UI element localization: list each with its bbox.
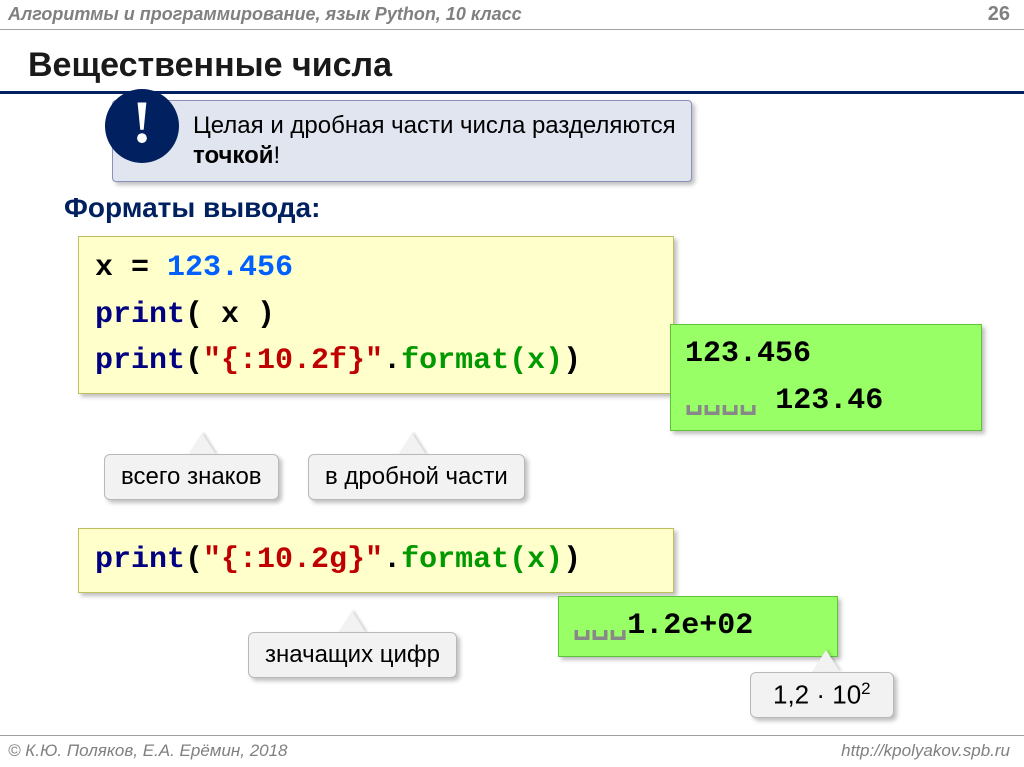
exclamation-icon: ! [105, 89, 179, 163]
callout-text: Целая и дробная части числа разделяются … [193, 111, 677, 171]
info-callout: ! Целая и дробная части числа разделяютс… [112, 100, 692, 182]
code-format: format(x) [401, 543, 563, 577]
code-print: print [95, 298, 185, 332]
code-block-1: x = 123.456 print( x ) print("{:10.2f}".… [78, 236, 674, 394]
label-significant: значащих цифр [248, 632, 457, 678]
slide-title: Вещественные числа [0, 30, 1024, 94]
code-string: "{:10.2f}" [203, 344, 383, 378]
code-paren: ) [563, 344, 581, 378]
section-subhead: Форматы вывода: [64, 192, 320, 224]
code-print: print [95, 344, 185, 378]
code-format: format(x) [401, 344, 563, 378]
callout-tail: ! [274, 142, 281, 169]
callout-line1: Целая и дробная части числа разделяются [193, 112, 676, 139]
speech-tail-icon [338, 611, 366, 633]
code-args: ( x ) [185, 298, 275, 332]
slide-footer: © К.Ю. Поляков, Е.А. Ерёмин, 2018 http:/… [0, 735, 1024, 767]
slide-header: Алгоритмы и программирование, язык Pytho… [0, 0, 1024, 30]
code-paren: ( [185, 543, 203, 577]
sci-exponent: 2 [861, 679, 870, 698]
label-total-chars: всего знаков [104, 454, 279, 500]
label-scientific: 1,2 · 102 [750, 672, 894, 718]
code-print: print [95, 543, 185, 577]
output-value: 123.46 [757, 384, 883, 418]
code-dot: . [383, 543, 401, 577]
page-number: 26 [988, 3, 1010, 26]
label-fractional: в дробной части [308, 454, 525, 500]
speech-tail-icon [188, 433, 216, 455]
code-string: "{:10.2g}" [203, 543, 383, 577]
copyright: © К.Ю. Поляков, Е.А. Ерёмин, 2018 [8, 741, 288, 761]
output-spaces: ␣␣␣␣ [685, 384, 757, 418]
footer-url: http://kpolyakov.spb.ru [841, 741, 1010, 761]
code-paren: ) [563, 543, 581, 577]
callout-bold: точкой [193, 142, 274, 169]
code-block-2: print("{:10.2g}".format(x)) [78, 528, 674, 593]
speech-tail-icon [398, 433, 426, 455]
output-block-2: ␣␣␣1.2e+02 [558, 596, 838, 657]
output-value: 1.2e+02 [627, 609, 753, 643]
code-number: 123.456 [167, 251, 293, 285]
subhead-text: Форматы вывода [64, 192, 311, 223]
output-line: 123.456 [685, 337, 811, 371]
output-block-1: 123.456 ␣␣␣␣ 123.46 [670, 324, 982, 431]
course-title: Алгоритмы и программирование, язык Pytho… [8, 4, 522, 25]
code-assign: x = [95, 251, 167, 285]
subhead-colon: : [311, 192, 320, 223]
sci-base: 1,2 · 10 [773, 680, 861, 710]
output-spaces: ␣␣␣ [573, 609, 627, 643]
code-dot: . [383, 344, 401, 378]
code-paren: ( [185, 344, 203, 378]
speech-tail-icon [812, 650, 840, 672]
